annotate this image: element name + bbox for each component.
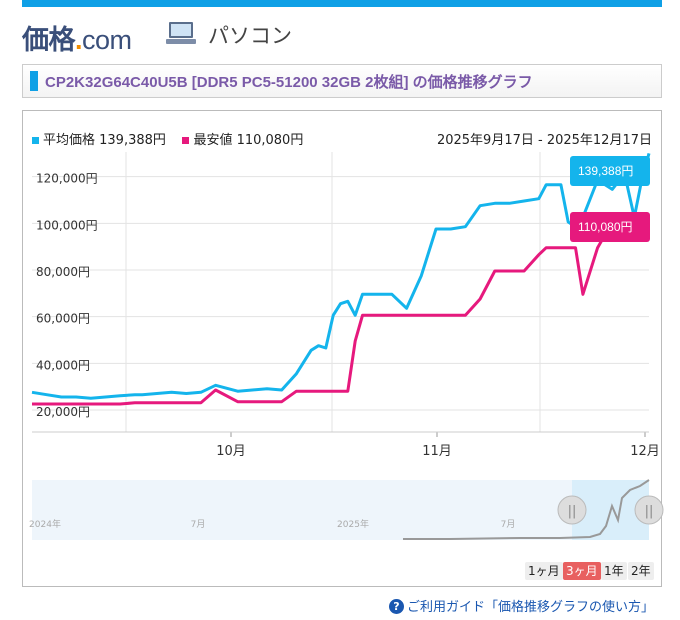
chart-legend: 平均価格 139,388円 最安値 110,080円 xyxy=(32,129,303,148)
legend-avg-swatch xyxy=(32,137,39,144)
zoom-1year-button[interactable]: 1年 xyxy=(601,562,627,580)
legend-min[interactable]: 最安値 110,080円 xyxy=(182,133,303,148)
zoom-3month-button[interactable]: 3ヶ月 xyxy=(563,562,601,580)
page-title: CP2K32G64C40U5B [DDR5 PC5-51200 32GB 2枚組… xyxy=(45,74,533,91)
top-accent-bar xyxy=(22,0,662,7)
avg-price-badge: 139,388円 xyxy=(570,156,650,186)
legend-min-swatch xyxy=(182,137,190,144)
kakaku-logo[interactable]: 価格.com xyxy=(22,25,132,55)
legend-avg-label: 平均価格 139,388円 xyxy=(43,133,166,148)
help-link[interactable]: ? ご利用ガイド「価格推移グラフの使い方」 xyxy=(388,596,654,615)
title-accent-bar xyxy=(30,71,38,91)
zoom-1month-button[interactable]: 1ヶ月 xyxy=(525,562,563,580)
legend-avg[interactable]: 平均価格 139,388円 xyxy=(32,133,166,148)
zoom-2year-button[interactable]: 2年 xyxy=(628,562,654,580)
help-icon: ? xyxy=(388,599,404,614)
chart-container xyxy=(22,110,662,587)
date-range: 2025年9月17日 - 2025年12月17日 xyxy=(436,133,652,148)
page-title-box: CP2K32G64C40U5B [DDR5 PC5-51200 32GB 2枚組… xyxy=(22,64,662,98)
laptop-icon xyxy=(166,22,196,44)
help-link-label: ご利用ガイド「価格推移グラフの使い方」 xyxy=(406,600,654,615)
min-price-badge: 110,080円 xyxy=(570,212,650,242)
category-label[interactable]: パソコン xyxy=(208,24,292,48)
legend-min-label: 最安値 110,080円 xyxy=(193,133,304,148)
